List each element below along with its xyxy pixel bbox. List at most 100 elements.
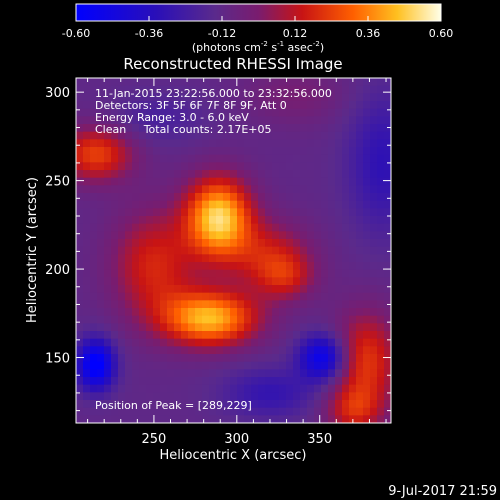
- heatmap-cell: [209, 354, 217, 363]
- heatmap-cell: [230, 377, 238, 386]
- heatmap-cell: [279, 262, 287, 271]
- heatmap-cell: [265, 170, 273, 179]
- heatmap-cell: [111, 85, 119, 94]
- heatmap-cell: [216, 292, 224, 301]
- heatmap-cell: [314, 269, 322, 278]
- heatmap-cell: [216, 85, 224, 94]
- heatmap-cell: [153, 292, 161, 301]
- heatmap-cell: [377, 246, 385, 255]
- heatmap-cell: [132, 338, 140, 347]
- heatmap-cell: [132, 116, 140, 125]
- heatmap-cell: [153, 315, 161, 324]
- heatmap-cell: [349, 170, 357, 179]
- heatmap-cell: [174, 78, 182, 87]
- heatmap-cell: [132, 415, 140, 423]
- heatmap-cell: [195, 154, 203, 163]
- heatmap-cell: [83, 346, 91, 355]
- heatmap-cell: [167, 361, 175, 370]
- heatmap-cell: [195, 384, 203, 393]
- heatmap-cell: [321, 78, 329, 87]
- heatmap-cell: [174, 223, 182, 232]
- heatmap-cell: [286, 131, 294, 140]
- heatmap-cell: [293, 400, 301, 409]
- heatmap-cell: [188, 185, 196, 194]
- heatmap-cell: [153, 231, 161, 240]
- heatmap-cell: [370, 200, 378, 209]
- heatmap-cell: [188, 285, 196, 294]
- heatmap-cell: [328, 377, 336, 386]
- heatmap-cell: [356, 193, 364, 202]
- heatmap-cell: [237, 108, 245, 117]
- annotation-clean-counts: Clean Total counts: 2.17E+05: [95, 123, 272, 136]
- heatmap-cell: [223, 315, 231, 324]
- heatmap-cell: [293, 193, 301, 202]
- heatmap-cell: [125, 262, 133, 271]
- heatmap-cell: [251, 246, 259, 255]
- heatmap-cell: [90, 93, 98, 102]
- heatmap-cell: [209, 254, 217, 263]
- heatmap-cell: [251, 361, 259, 370]
- heatmap-cell: [167, 277, 175, 286]
- heatmap-cell: [230, 170, 238, 179]
- heatmap-cell: [174, 277, 182, 286]
- heatmap-cell: [111, 392, 119, 401]
- heatmap-cell: [279, 269, 287, 278]
- heatmap-cell: [181, 415, 189, 423]
- heatmap-cell: [279, 108, 287, 117]
- heatmap-cell: [286, 338, 294, 347]
- heatmap-cell: [195, 415, 203, 423]
- heatmap-cell: [181, 308, 189, 317]
- heatmap-cell: [90, 392, 98, 401]
- heatmap-cell: [97, 116, 105, 125]
- heatmap-cell: [97, 392, 105, 401]
- heatmap-cell: [279, 162, 287, 171]
- heatmap-cell: [321, 285, 329, 294]
- heatmap-cell: [349, 246, 357, 255]
- heatmap-cell: [356, 315, 364, 324]
- heatmap-cell: [223, 193, 231, 202]
- colorbar-tick-label: 0.60: [429, 27, 454, 40]
- heatmap-cell: [258, 346, 266, 355]
- heatmap-cell: [83, 308, 91, 317]
- heatmap-cell: [97, 177, 105, 186]
- heatmap-cell: [265, 262, 273, 271]
- heatmap-cell: [237, 185, 245, 194]
- heatmap-cell: [342, 246, 350, 255]
- heatmap-cell: [307, 216, 315, 225]
- heatmap-cell: [132, 315, 140, 324]
- heatmap-cell: [237, 346, 245, 355]
- heatmap-cell: [251, 308, 259, 317]
- heatmap-cell: [174, 93, 182, 102]
- heatmap-cell: [363, 124, 371, 133]
- heatmap-cell: [104, 269, 112, 278]
- heatmap-cell: [300, 292, 308, 301]
- heatmap-cell: [181, 369, 189, 378]
- heatmap-cell: [181, 323, 189, 332]
- heatmap-cell: [272, 185, 280, 194]
- heatmap-cell: [90, 78, 98, 87]
- heatmap-cell: [328, 223, 336, 232]
- heatmap-cell: [125, 124, 133, 133]
- heatmap-cell: [83, 147, 91, 156]
- heatmap-cell: [104, 323, 112, 332]
- heatmap-cell: [293, 407, 301, 416]
- heatmap-cell: [223, 131, 231, 140]
- heatmap-cell: [118, 101, 126, 110]
- heatmap-cell: [321, 231, 329, 240]
- heatmap-cell: [195, 131, 203, 140]
- heatmap-cell: [132, 346, 140, 355]
- heatmap-cell: [209, 407, 217, 416]
- heatmap-cell: [300, 223, 308, 232]
- heatmap-cell: [181, 131, 189, 140]
- heatmap-cell: [230, 269, 238, 278]
- heatmap-cell: [202, 216, 210, 225]
- heatmap-cell: [356, 300, 364, 309]
- heatmap-cell: [118, 369, 126, 378]
- heatmap-cell: [384, 277, 391, 286]
- heatmap-cell: [125, 139, 133, 148]
- heatmap-cell: [300, 300, 308, 309]
- heatmap-cell: [230, 185, 238, 194]
- heatmap-cell: [307, 208, 315, 217]
- heatmap-cell: [97, 377, 105, 386]
- heatmap-cell: [293, 223, 301, 232]
